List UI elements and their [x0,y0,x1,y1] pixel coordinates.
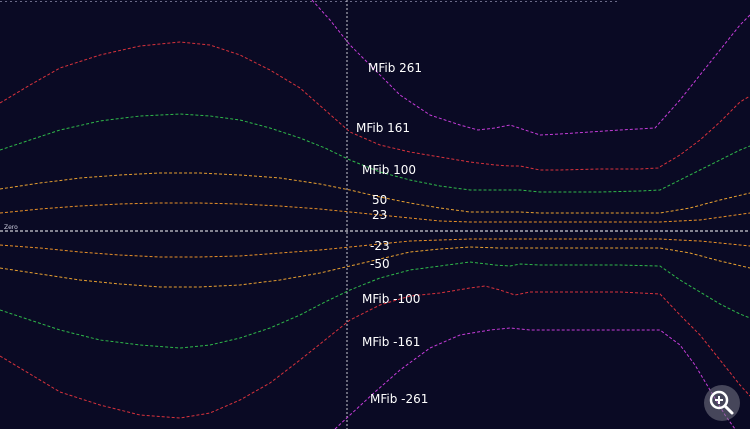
mfib-minus-100-line [0,261,750,349]
level-label-50: 50 [372,193,388,207]
level-label-minus-23: -23 [370,239,390,253]
mfib-261-line [311,0,750,136]
level-label-mfib-100: MFib 100 [362,163,417,177]
level-label-mfib-minus-100: MFib -100 [362,292,421,306]
level-23-line [0,202,750,223]
level-label-23: 23 [372,208,388,222]
mfib-minus-261-line [334,327,736,429]
zoom-in-icon [709,390,734,415]
mfib-minus-161-line [0,285,750,419]
zero-line-label: Zero [4,224,18,231]
level-label-mfib-minus-261: MFib -261 [370,392,429,406]
level-minus-50-line [0,246,750,288]
level-50-line [0,172,750,214]
level-label-mfib-261: MFib 261 [368,61,423,75]
mfib-161-line [0,41,750,171]
level-label-minus-50: -50 [370,257,390,271]
level-minus-23-line [0,238,750,258]
level-label-mfib-minus-161: MFib -161 [362,335,421,349]
level-label-mfib-161: MFib 161 [356,121,411,135]
zoom-button[interactable] [704,385,740,421]
mfib-100-line [0,113,750,193]
